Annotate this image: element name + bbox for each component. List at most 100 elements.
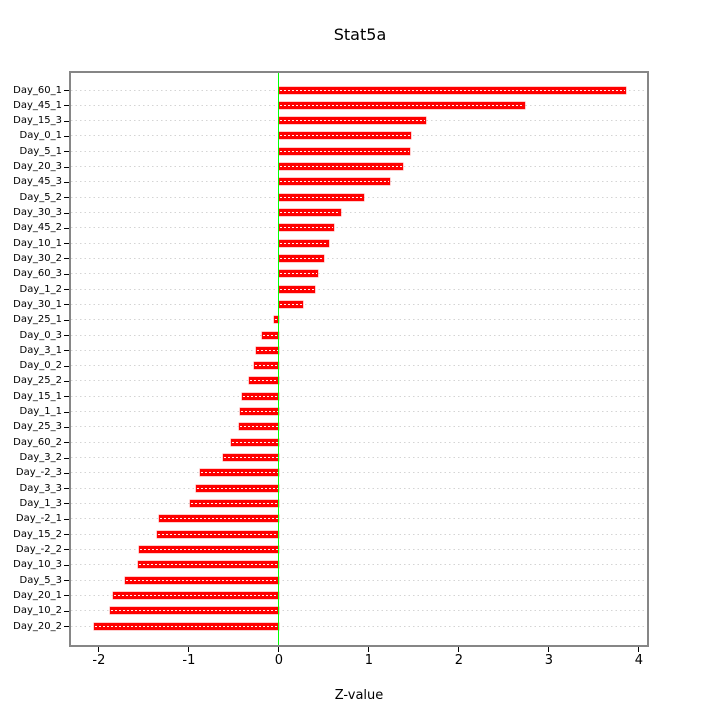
x-tick-label: 1 [364,653,374,668]
gridline [71,380,647,382]
bar-stripe [279,181,390,183]
gridline [71,257,647,259]
bar-stripe [243,395,278,397]
x-tick-mark [278,647,280,652]
bar [156,530,279,538]
y-tick-mark [64,426,69,428]
y-tick-mark [64,319,69,321]
bar-stripe [279,242,329,244]
x-tick-label: 4 [634,653,644,668]
bar [278,239,330,247]
gridline [71,533,647,535]
x-tick-mark [188,647,190,652]
bar-stripe [279,120,426,122]
y-tick-label: Day_30_1 [13,298,62,310]
y-tick-label: Day_45_2 [13,222,62,234]
bar [261,331,279,339]
y-tick-mark [64,488,69,490]
gridline [71,273,647,275]
y-tick-label: Day_10_3 [13,559,62,571]
bar-stripe [197,487,278,489]
y-tick-mark [64,411,69,413]
y-tick-mark [64,595,69,597]
bar-stripe [279,150,410,152]
bar-stripe [279,166,403,168]
bar-stripe [190,502,278,504]
y-tick-label: Day_3_3 [19,482,62,494]
y-tick-label: Day_1_2 [19,283,62,295]
y-tick-mark [64,457,69,459]
y-tick-mark [64,396,69,398]
bar [189,499,279,507]
bar-stripe [126,579,278,581]
bar [125,576,279,584]
bar-stripe [279,273,317,275]
gridline [71,564,647,566]
y-tick-mark [64,380,69,382]
y-tick-mark [64,166,69,168]
gridline [71,579,647,581]
y-tick-label: Day_-2_2 [15,543,62,555]
y-tick-label: Day_60_1 [13,84,62,96]
y-tick-label: Day_10_1 [13,237,62,249]
y-tick-label: Day_-2_3 [15,467,62,479]
y-tick-label: Day_25_3 [13,421,62,433]
x-axis-title: Z-value [334,688,384,703]
bar-stripe [110,610,278,612]
bar [278,86,627,94]
y-tick-label: Day_5_3 [19,574,62,586]
y-tick-label: Day_45_3 [13,176,62,188]
bar [278,117,427,125]
bar [196,484,279,492]
bar [278,270,318,278]
y-tick-mark [64,258,69,260]
bar [199,469,279,477]
gridline [71,334,647,336]
gridline [71,426,647,428]
x-tick-mark [638,647,640,652]
bar-stripe [279,227,333,229]
bar [137,561,279,569]
bar [278,224,334,232]
bar-stripe [138,564,278,566]
y-tick-label: Day_15_3 [13,115,62,127]
y-tick-mark [64,534,69,536]
y-tick-label: Day_10_2 [13,605,62,617]
gridline [71,518,647,520]
bar-stripe [224,457,278,459]
x-tick-label: 3 [544,653,554,668]
bar [278,178,391,186]
gridline [71,594,647,596]
bar [253,362,279,370]
bar [278,163,404,171]
bar [249,377,279,385]
y-tick-label: Day_20_3 [13,161,62,173]
chart-title: Stat5a [333,25,387,44]
gridline [71,319,647,321]
y-tick-label: Day_1_1 [19,406,62,418]
x-tick-label: -1 [182,653,196,668]
bar-stripe [240,426,278,428]
gridline [71,548,647,550]
gridline [71,227,647,229]
y-tick-label: Day_45_1 [13,99,62,111]
plot-area [69,71,649,647]
bar-stripe [279,212,340,213]
bar-stripe [114,594,278,596]
bar [278,285,315,293]
bar-stripe [157,533,278,535]
gridline [71,212,647,213]
y-tick-mark [64,105,69,107]
gridline [71,487,647,489]
bar-stripe [232,441,278,443]
y-tick-mark [64,564,69,566]
y-tick-mark [64,212,69,214]
bar-stripe [254,365,278,367]
y-tick-label: Day_25_2 [13,375,62,387]
gridline [71,288,647,290]
y-tick-mark [64,442,69,444]
bar [223,454,279,462]
bar-stripe [94,625,278,627]
y-tick-label: Day_3_1 [19,344,62,356]
